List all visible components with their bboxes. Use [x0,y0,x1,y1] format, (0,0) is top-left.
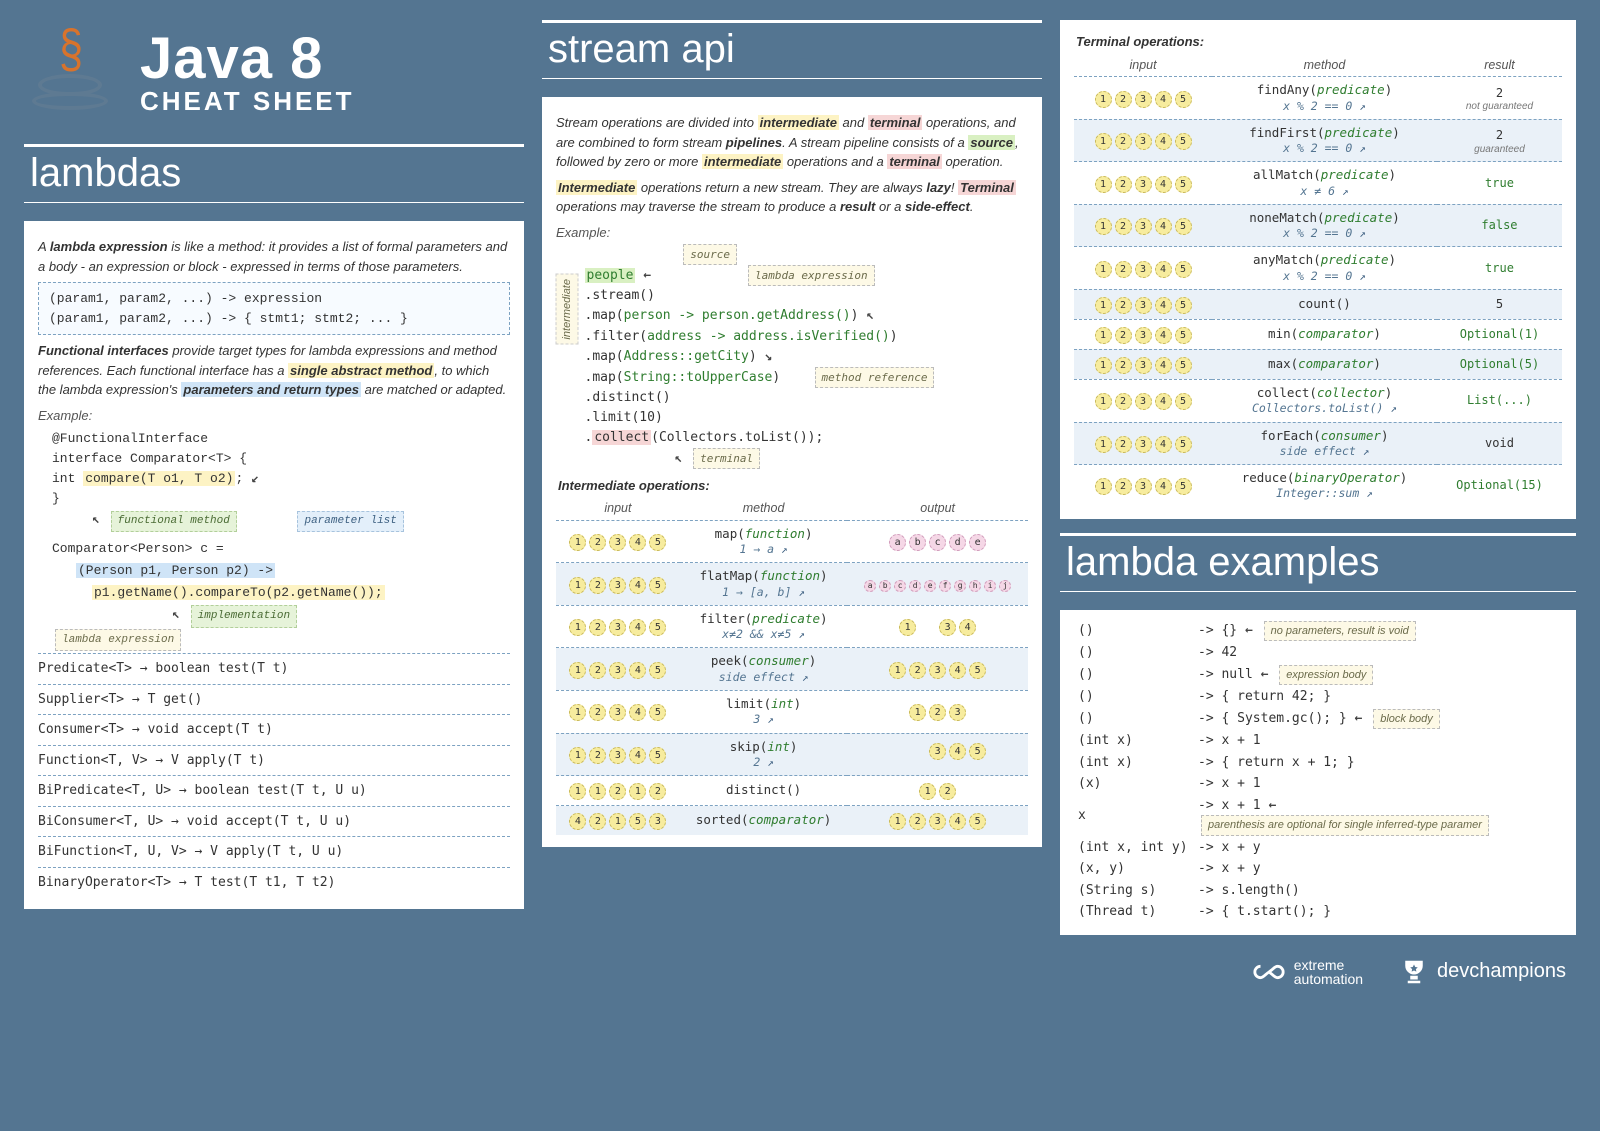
intermediate-ops-table: input method output 12345map(function)1 … [556,497,1028,835]
section-title-examples: lambda examples [1060,533,1576,592]
table-row: 12345noneMatch(predicate)x % 2 == 0 ↗fal… [1074,204,1562,247]
brand-extreme-automation: extremeautomation [1252,955,1363,989]
table-row: 11212distinct()12 [556,776,1028,806]
table-row: 12345flatMap(function)1 → [a, b] ↗abcdef… [556,563,1028,606]
annot-parameter-list: parameter list [297,511,403,532]
example-label: Example: [38,406,510,426]
table-row: (x, y)-> x + y [1074,858,1562,880]
table-row: 12345limit(int)3 ↗123 [556,690,1028,733]
annot-implementation: implementation [191,605,297,628]
table-row: 12345filter(predicate)x≠2 && x≠5 ↗134 [556,605,1028,648]
stream-p1: Stream operations are divided into inter… [556,113,1028,172]
table-row: 12345collect(collector)Collectors.toList… [1074,379,1562,422]
table-row: (int x)-> { return x + 1; } [1074,752,1562,774]
stream-example-code: intermediate source people ← lambda expr… [556,244,1028,470]
table-row: 12345max(comparator)Optional(5) [1074,349,1562,379]
annot-lambda-expression: lambda expression [55,629,181,652]
lambda-syntax-box: (param1, param2, ...) -> expression (par… [38,282,510,335]
table-row: 12345allMatch(predicate)x ≠ 6 ↗true [1074,162,1562,205]
column-stream: stream api Stream operations are divided… [542,20,1042,1111]
terminal-ops-title: Terminal operations: [1076,32,1562,52]
lambda-examples-table: ()-> {} ← no parameters, result is void(… [1074,620,1562,923]
column-right: Terminal operations: input method result… [1060,20,1576,1111]
infinity-icon [1252,955,1286,989]
trophy-icon [1399,957,1429,987]
table-row: (Thread t)-> { t.start(); } [1074,901,1562,923]
functional-interface-code: @FunctionalInterface interface Comparato… [52,429,510,532]
card-terminal: Terminal operations: input method result… [1060,20,1576,519]
annot-lambda: lambda expression [748,265,875,286]
table-row: ()-> {} ← no parameters, result is void [1074,620,1562,643]
table-row: 12345reduce(binaryOperator)Integer::sum … [1074,465,1562,507]
table-row: 42153sorted(comparator)12345 [556,806,1028,836]
table-row: ()-> 42 [1074,642,1562,664]
table-row: 12345forEach(consumer)side effect ↗void [1074,422,1562,465]
table-row: 12345findAny(predicate)x % 2 == 0 ↗2not … [1074,77,1562,120]
table-row: 12345peek(consumer)side effect ↗12345 [556,648,1028,691]
annot-terminal: terminal [693,448,760,469]
intermediate-ops-title: Intermediate operations: [558,476,1028,496]
table-row: ()-> null ← expression body [1074,664,1562,687]
table-row: 12345min(comparator)Optional(1) [1074,319,1562,349]
annot-source: source [683,244,737,265]
table-row: (x)-> x + 1 [1074,773,1562,795]
functional-interfaces-list: Predicate<T> → boolean test(T t)Supplier… [38,653,510,897]
java-logo-icon: § [24,20,124,130]
table-row: 12345skip(int)2 ↗345 [556,733,1028,776]
brand-devchampions: devchampions [1399,957,1566,987]
table-row: (int x)-> x + 1 [1074,730,1562,752]
table-row: x-> x + 1 ← parenthesis are optional for… [1074,795,1562,837]
section-title-lambdas: lambdas [24,144,524,203]
table-row: (String s)-> s.length() [1074,880,1562,902]
table-row: 12345anyMatch(predicate)x % 2 == 0 ↗true [1074,247,1562,290]
card-examples: ()-> {} ← no parameters, result is void(… [1060,610,1576,935]
header-title: Java 8 CHEAT SHEET [140,33,355,116]
terminal-ops-table: input method result 12345findAny(predica… [1074,54,1562,507]
stream-example-label: Example: [556,223,1028,243]
card-lambdas: A lambda expression is like a method: it… [24,221,524,909]
table-row: 12345map(function)1 → a ↗abcde [556,520,1028,563]
table-row: ()-> { System.gc(); } ← block body [1074,708,1562,731]
header-logo-row: § Java 8 CHEAT SHEET [24,20,524,130]
table-row: 12345count()5 [1074,289,1562,319]
annot-method-ref: method reference [815,367,935,388]
section-title-stream: stream api [542,20,1042,79]
table-row: (int x, int y)-> x + y [1074,837,1562,859]
annot-functional-method: functional method [111,511,237,532]
footer-logos: extremeautomation devchampions [1060,949,1576,989]
table-row: 12345findFirst(predicate)x % 2 == 0 ↗2gu… [1074,119,1562,162]
functional-interfaces-text: Functional interfaces provide target typ… [38,341,510,400]
lambdas-intro: A lambda expression is like a method: it… [38,237,510,276]
column-lambdas: § Java 8 CHEAT SHEET lambdas A lambda ex… [24,20,524,1111]
card-stream: Stream operations are divided into inter… [542,97,1042,847]
annot-intermediate-vert: intermediate [556,274,579,345]
stream-p2: Intermediate operations return a new str… [556,178,1028,217]
table-row: ()-> { return 42; } [1074,686,1562,708]
comparator-code: Comparator<Person> c = (Person p1, Perso… [52,538,510,652]
